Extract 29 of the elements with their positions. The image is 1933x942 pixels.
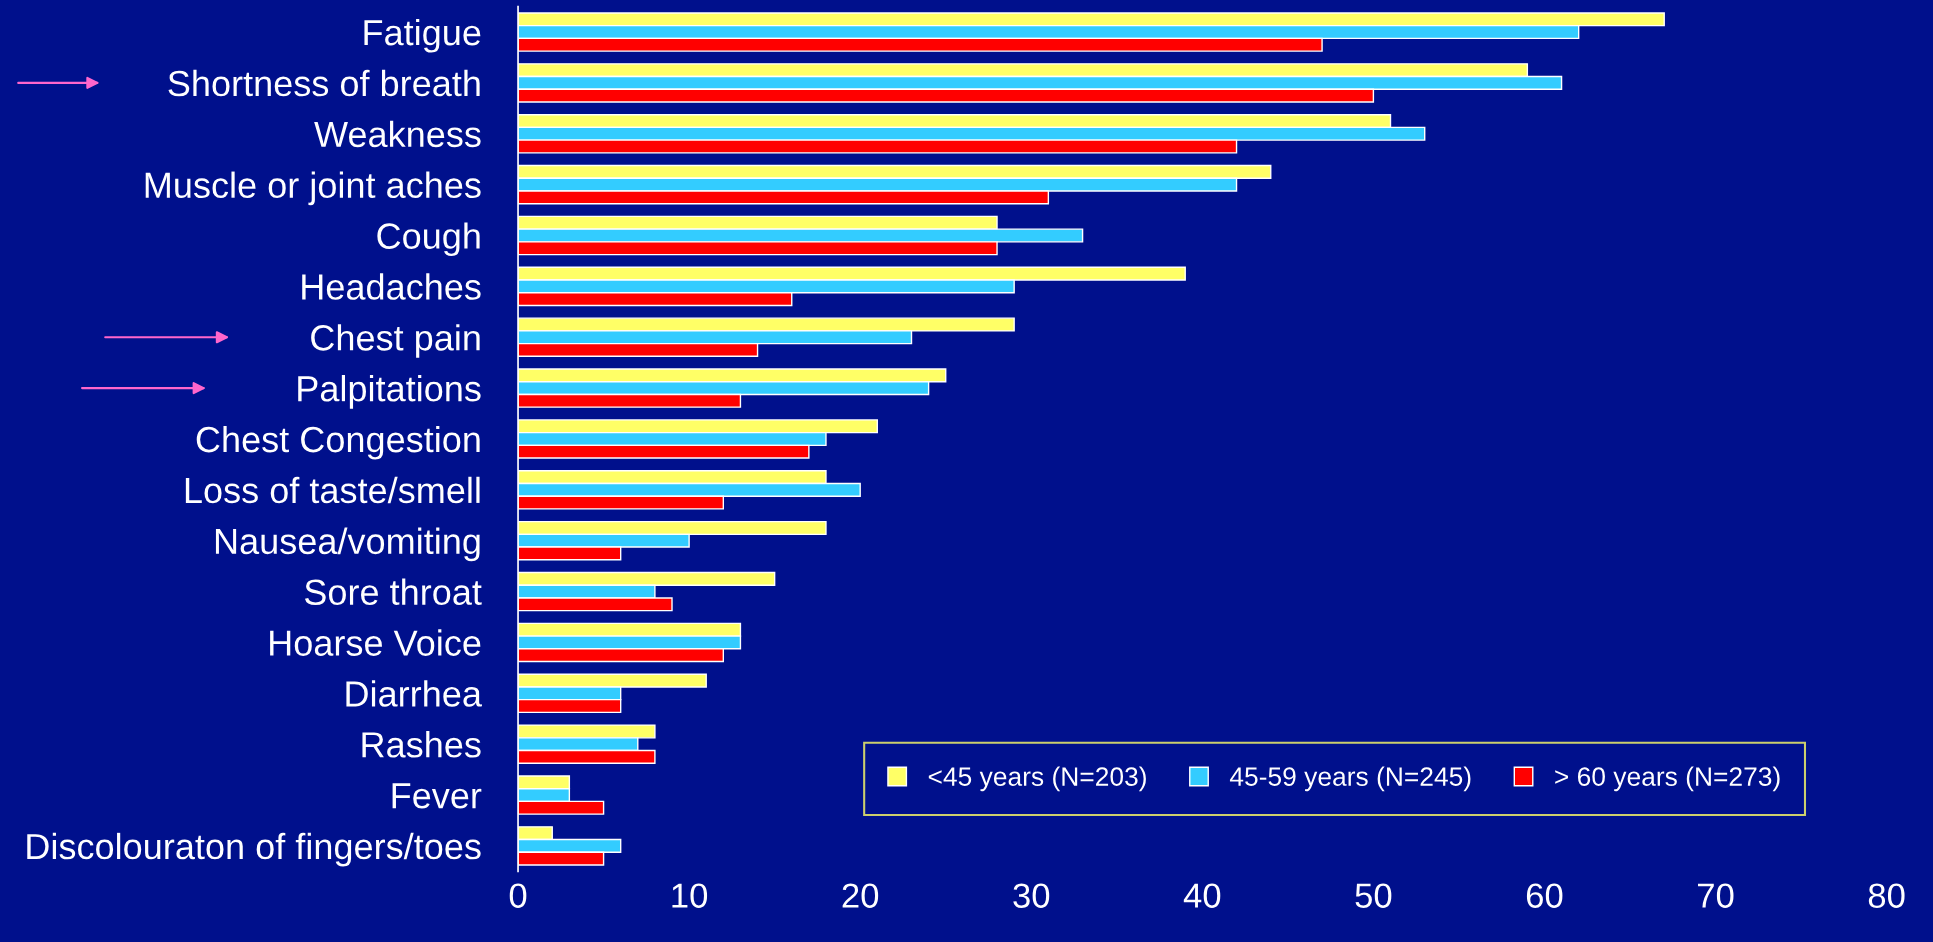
x-tick-label: 10 [672, 883, 708, 908]
y-tick-label: Rashes [362, 731, 481, 758]
y-tick-label: Diarrhea [346, 680, 482, 707]
x-tick-label: 20 [842, 883, 879, 908]
y-tick-label: Fatigue [364, 18, 481, 53]
legend-label: <45 years (N=203) [928, 766, 1146, 792]
y-tick-label: Headaches [302, 273, 481, 300]
y-tick-label: Nausea/vomiting [215, 527, 480, 562]
y-tick-label: Hoarse Voice [270, 629, 481, 656]
y-tick-label: Shortness of breath [168, 69, 480, 97]
y-tick-label: Chest Congestion [196, 425, 480, 460]
y-tick-label: Chest pain [311, 324, 480, 358]
legend-label: 45-59 years (N=245) [1229, 766, 1471, 792]
x-tick-label: 0 [509, 883, 527, 908]
y-tick-label: Discolouraton of fingers/toes [27, 832, 481, 867]
y-tick-label: Muscle or joint aches [145, 171, 481, 206]
x-tick-label: 60 [1526, 883, 1563, 908]
x-tick-label: 40 [1183, 883, 1221, 908]
y-tick-label: Fever [392, 783, 482, 809]
y-tick-label: Loss of taste/smell [185, 476, 480, 504]
x-tick-label: 80 [1868, 883, 1905, 908]
y-tick-label: Palpitations [298, 375, 481, 409]
x-tick-label: 70 [1698, 883, 1734, 908]
legend-label: > 60 years (N=273) [1555, 766, 1780, 792]
y-tick-label: Weakness [314, 120, 481, 148]
x-tick-label: 50 [1355, 883, 1392, 908]
y-tick-label: Cough [377, 222, 480, 257]
y-tick-label: Sore throat [304, 578, 482, 606]
x-tick-label: 30 [1013, 883, 1050, 908]
